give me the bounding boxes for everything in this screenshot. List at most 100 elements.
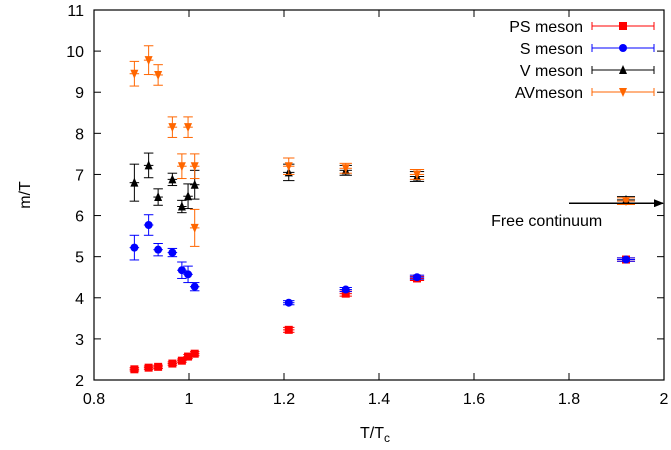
marker-triangle-up <box>190 179 199 189</box>
legend-entry: PS meson <box>509 19 655 36</box>
data-point <box>183 116 193 138</box>
marker-triangle-down <box>190 223 199 233</box>
data-point <box>189 282 200 292</box>
legend-marker <box>619 88 627 97</box>
legend: PS meson S meson V meson AVmeson <box>509 19 655 102</box>
data-point <box>143 152 154 179</box>
data-point <box>183 183 193 210</box>
marker-square <box>184 352 193 361</box>
y-tick-label: 5 <box>75 250 84 267</box>
data-point <box>129 365 140 374</box>
marker-square <box>154 362 163 371</box>
data-point <box>153 362 163 371</box>
marker-square <box>168 359 177 368</box>
data-point <box>189 349 200 358</box>
data-point <box>129 60 140 87</box>
legend-marker <box>619 65 627 74</box>
x-tick-label: 0.8 <box>83 391 105 408</box>
x-tick-label: 2 <box>660 391 669 408</box>
data-point <box>167 247 178 258</box>
y-tick-label: 11 <box>67 3 84 20</box>
x-tick-label: 1.4 <box>368 391 390 408</box>
legend-label: PS meson <box>509 19 583 36</box>
marker-square <box>341 289 350 298</box>
data-point <box>167 359 178 368</box>
y-tick-label: 4 <box>75 291 84 308</box>
marker-triangle-down <box>130 69 139 79</box>
marker-circle <box>144 221 153 230</box>
data-point <box>167 116 178 138</box>
series-0 <box>129 255 636 374</box>
data-point <box>409 273 425 282</box>
y-tick-label: 10 <box>66 44 84 61</box>
legend-entry: V meson <box>520 63 655 80</box>
annotation-layer: Free continuum <box>491 199 664 230</box>
data-point <box>153 188 163 206</box>
marker-circle <box>341 285 350 294</box>
data-point <box>409 169 425 180</box>
data-point <box>283 325 295 334</box>
y-axis-label: m/T <box>17 181 34 209</box>
series-3 <box>129 45 636 247</box>
marker-triangle-up <box>184 191 193 201</box>
axis-ticks: 0.8 1 1.2 1.4 1.6 1.8 2 2 3 4 5 6 7 8 9 10 11 <box>66 3 668 408</box>
y-tick-label: 6 <box>75 209 84 226</box>
y-tick-label: 7 <box>75 167 84 184</box>
data-point <box>189 153 200 180</box>
legend-entry: S meson <box>520 41 655 58</box>
series-layer <box>129 45 636 374</box>
marker-square <box>284 325 293 334</box>
marker-triangle-down <box>341 164 350 174</box>
marker-triangle-down <box>144 56 153 66</box>
y-tick-label: 3 <box>75 332 84 349</box>
data-point <box>153 243 163 257</box>
data-point <box>616 255 636 264</box>
marker-triangle-up <box>130 177 139 187</box>
annotation-free-continuum: Free continuum <box>491 199 664 230</box>
marker-square <box>190 349 199 358</box>
marker-triangle-up <box>168 174 177 184</box>
marker-circle <box>190 282 199 291</box>
x-tick-label: 1 <box>185 391 194 408</box>
marker-triangle-down <box>154 70 163 80</box>
x-tick-label: 1.8 <box>558 391 580 408</box>
data-point <box>129 234 140 261</box>
marker-circle <box>184 270 193 279</box>
data-point <box>177 199 187 214</box>
marker-circle <box>130 243 139 252</box>
data-point <box>143 45 154 76</box>
annotation-text: Free continuum <box>491 213 602 230</box>
legend-label: AVmeson <box>515 85 583 102</box>
marker-circle <box>177 266 186 275</box>
data-point <box>177 153 187 180</box>
marker-square <box>130 365 139 374</box>
data-point <box>283 157 295 175</box>
marker-square <box>144 363 153 372</box>
legend-label: V meson <box>520 63 583 80</box>
x-tick-label: 1.6 <box>463 391 485 408</box>
marker-triangle-down <box>413 170 421 180</box>
marker-triangle-down <box>184 123 193 133</box>
data-point <box>283 298 295 307</box>
data-point <box>143 214 154 236</box>
data-point <box>189 208 200 247</box>
marker-triangle-up <box>154 192 163 202</box>
data-point <box>339 162 352 174</box>
data-point <box>153 64 163 86</box>
marker-circle <box>154 245 163 254</box>
data-point <box>143 363 154 372</box>
legend-entry: AVmeson <box>515 85 655 102</box>
marker-triangle-up <box>144 160 153 170</box>
marker-circle <box>284 298 293 307</box>
marker-triangle-down <box>190 162 199 172</box>
marker-square <box>177 356 186 365</box>
x-axis-label-main: T/T <box>360 425 384 442</box>
marker-triangle-down <box>168 123 177 133</box>
legend-marker <box>619 22 627 30</box>
marker-triangle-down <box>284 162 293 172</box>
series-1 <box>129 214 636 307</box>
data-point <box>167 172 178 187</box>
data-point <box>177 261 187 279</box>
y-tick-label: 9 <box>75 85 84 102</box>
